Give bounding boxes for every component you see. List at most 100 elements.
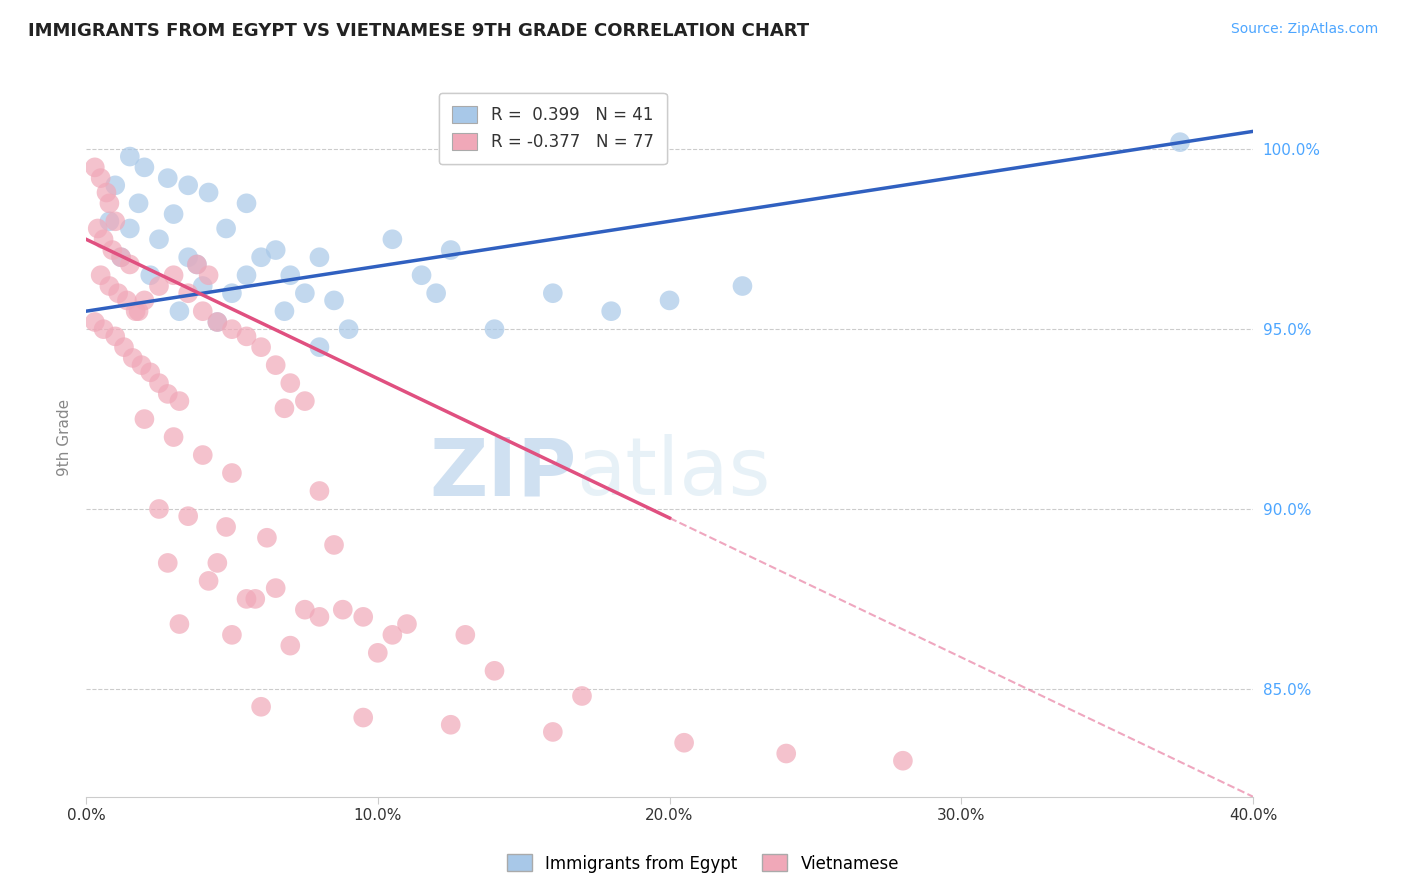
Point	[484, 322, 506, 336]
Point	[264, 581, 287, 595]
Point	[673, 736, 696, 750]
Point	[454, 628, 477, 642]
Point	[273, 304, 295, 318]
Point	[264, 358, 287, 372]
Point	[197, 574, 219, 588]
Point	[107, 286, 129, 301]
Point	[323, 293, 346, 308]
Point	[148, 376, 170, 391]
Point	[87, 221, 110, 235]
Point	[104, 329, 127, 343]
Point	[124, 304, 146, 318]
Point	[98, 214, 121, 228]
Point	[658, 293, 681, 308]
Point	[83, 315, 105, 329]
Point	[118, 257, 141, 271]
Point	[197, 268, 219, 283]
Point	[121, 351, 143, 365]
Point	[250, 340, 273, 354]
Point	[83, 161, 105, 175]
Point	[332, 602, 354, 616]
Point	[215, 221, 238, 235]
Point	[207, 315, 229, 329]
Point	[294, 286, 316, 301]
Point	[731, 279, 754, 293]
Text: ZIP: ZIP	[429, 434, 576, 512]
Point	[250, 250, 273, 264]
Point	[256, 531, 278, 545]
Point	[440, 718, 463, 732]
Point	[250, 699, 273, 714]
Point	[294, 602, 316, 616]
Point	[128, 304, 150, 318]
Point	[118, 150, 141, 164]
Text: IMMIGRANTS FROM EGYPT VS VIETNAMESE 9TH GRADE CORRELATION CHART: IMMIGRANTS FROM EGYPT VS VIETNAMESE 9TH …	[28, 22, 810, 40]
Point	[177, 286, 200, 301]
Point	[96, 186, 118, 200]
Point	[186, 257, 208, 271]
Point	[93, 232, 115, 246]
Point	[90, 171, 112, 186]
Point	[110, 250, 132, 264]
Text: atlas: atlas	[576, 434, 770, 512]
Point	[148, 232, 170, 246]
Point	[169, 304, 191, 318]
Point	[891, 754, 914, 768]
Point	[264, 243, 287, 257]
Point	[245, 591, 267, 606]
Y-axis label: 9th Grade: 9th Grade	[58, 399, 72, 475]
Point	[308, 610, 330, 624]
Point	[600, 304, 623, 318]
Point	[156, 171, 179, 186]
Point	[411, 268, 433, 283]
Point	[235, 196, 257, 211]
Point	[571, 689, 593, 703]
Point	[294, 394, 316, 409]
Legend: R =  0.399   N = 41, R = -0.377   N = 77: R = 0.399 N = 41, R = -0.377 N = 77	[439, 93, 666, 164]
Text: Source: ZipAtlas.com: Source: ZipAtlas.com	[1230, 22, 1378, 37]
Point	[273, 401, 295, 416]
Point	[1168, 135, 1191, 149]
Point	[235, 329, 257, 343]
Point	[440, 243, 463, 257]
Point	[134, 412, 156, 426]
Point	[197, 186, 219, 200]
Point	[93, 322, 115, 336]
Legend: Immigrants from Egypt, Vietnamese: Immigrants from Egypt, Vietnamese	[501, 847, 905, 880]
Point	[221, 286, 243, 301]
Point	[191, 448, 214, 462]
Point	[101, 243, 124, 257]
Point	[139, 365, 162, 379]
Point	[352, 710, 374, 724]
Point	[352, 610, 374, 624]
Point	[278, 268, 301, 283]
Point	[186, 257, 208, 271]
Point	[90, 268, 112, 283]
Point	[221, 322, 243, 336]
Point	[162, 430, 184, 444]
Point	[148, 279, 170, 293]
Point	[541, 286, 564, 301]
Point	[381, 232, 404, 246]
Point	[118, 221, 141, 235]
Point	[139, 268, 162, 283]
Point	[112, 340, 135, 354]
Point	[98, 196, 121, 211]
Point	[104, 178, 127, 193]
Point	[98, 279, 121, 293]
Point	[169, 394, 191, 409]
Point	[308, 250, 330, 264]
Point	[162, 268, 184, 283]
Point	[131, 358, 153, 372]
Point	[381, 628, 404, 642]
Point	[110, 250, 132, 264]
Point	[337, 322, 360, 336]
Point	[134, 161, 156, 175]
Point	[115, 293, 138, 308]
Point	[221, 466, 243, 480]
Point	[148, 502, 170, 516]
Point	[425, 286, 447, 301]
Point	[367, 646, 389, 660]
Point	[541, 725, 564, 739]
Point	[169, 617, 191, 632]
